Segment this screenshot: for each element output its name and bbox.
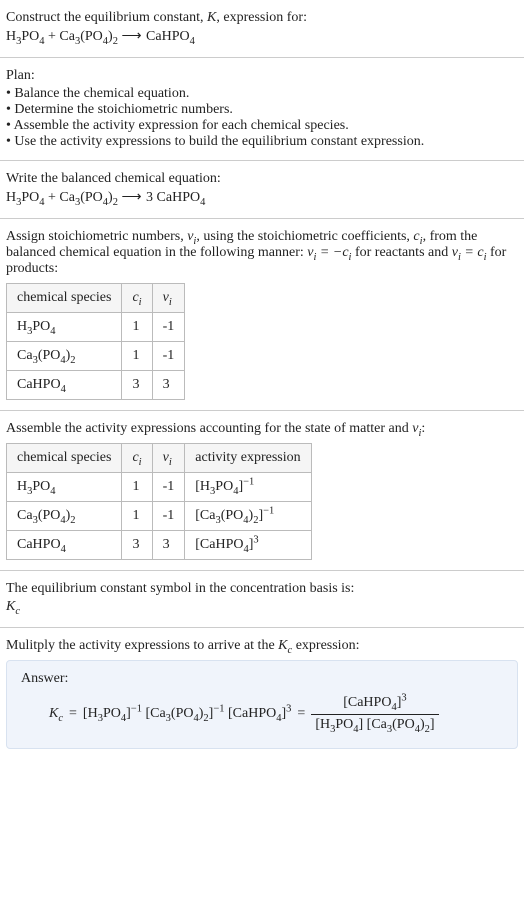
kc-equation: Kc = [H3PO4]−1 [Ca3(PO4)2]−1 [CaHPO4]3 =… bbox=[21, 695, 503, 734]
kc-symbol: Kc bbox=[6, 599, 518, 615]
assemble-text-a: Assemble the activity expressions accoun… bbox=[6, 421, 412, 436]
section-assemble: Assemble the activity expressions accoun… bbox=[0, 411, 524, 571]
assemble-text: Assemble the activity expressions accoun… bbox=[6, 421, 518, 437]
species-cell: Ca3(PO4)2 bbox=[7, 502, 122, 531]
section-assign: Assign stoichiometric numbers, νi, using… bbox=[0, 219, 524, 411]
kc: Kc bbox=[278, 638, 292, 653]
multiply-text-b: expression: bbox=[292, 638, 359, 653]
kc-left: Kc bbox=[49, 706, 63, 722]
species-cell: Ca3(PO4)2 bbox=[7, 342, 122, 371]
balanced-title: Write the balanced chemical equation: bbox=[6, 171, 518, 187]
col-activity: activity expression bbox=[185, 444, 311, 473]
kc-fraction: [CaHPO4]3 [H3PO4] [Ca3(PO4)2] bbox=[311, 695, 438, 734]
answer-label: Answer: bbox=[21, 671, 503, 687]
kc-symbol-text: The equilibrium constant symbol in the c… bbox=[6, 581, 518, 597]
kc-numerator: [CaHPO4]3 bbox=[339, 695, 410, 714]
vi-cell: -1 bbox=[152, 473, 185, 502]
ci-cell: 1 bbox=[122, 502, 152, 531]
multiply-text: Mulitply the activity expressions to arr… bbox=[6, 638, 518, 654]
col-vi: νi bbox=[152, 284, 185, 313]
kc-product: [H3PO4]−1 [Ca3(PO4)2]−1 [CaHPO4]3 bbox=[83, 706, 291, 722]
plan-title: Plan: bbox=[6, 68, 518, 84]
plan-item: Use the activity expressions to build th… bbox=[6, 134, 518, 150]
c-i: ci bbox=[413, 229, 422, 244]
vi-cell: -1 bbox=[152, 342, 185, 371]
header-text-a: Construct the equilibrium constant, bbox=[6, 10, 207, 25]
balanced-equation: H3PO4 + Ca3(PO4)2 ⟶ 3 CaHPO4 bbox=[6, 189, 518, 206]
vi-cell: -1 bbox=[152, 502, 185, 531]
ci-cell: 1 bbox=[122, 473, 152, 502]
table-row: Ca3(PO4)2 1 -1 [Ca3(PO4)2]−1 bbox=[7, 502, 312, 531]
assign-text-b: , using the stoichiometric coefficients, bbox=[196, 229, 413, 244]
assign-text-d: for reactants and bbox=[351, 245, 451, 260]
header-line: Construct the equilibrium constant, K, e… bbox=[6, 10, 518, 26]
table-header-row: chemical species ci νi activity expressi… bbox=[7, 444, 312, 473]
activity-cell: [CaHPO4]3 bbox=[185, 531, 311, 560]
table-row: H3PO4 1 -1 [H3PO4]−1 bbox=[7, 473, 312, 502]
nu-i: νi bbox=[187, 229, 196, 244]
stoich-table: chemical species ci νi H3PO4 1 -1 Ca3(PO… bbox=[6, 283, 185, 400]
species-cell: CaHPO4 bbox=[7, 531, 122, 560]
assemble-text-b: : bbox=[421, 421, 425, 436]
col-ci: ci bbox=[122, 444, 152, 473]
unbalanced-equation: H3PO4 + Ca3(PO4)2 ⟶ CaHPO4 bbox=[6, 28, 518, 45]
col-vi: νi bbox=[152, 444, 185, 473]
table-row: H3PO4 1 -1 bbox=[7, 313, 185, 342]
species-cell: CaHPO4 bbox=[7, 371, 122, 400]
equals: = bbox=[297, 706, 305, 722]
section-answer: Mulitply the activity expressions to arr… bbox=[0, 628, 524, 759]
assign-text-a: Assign stoichiometric numbers, bbox=[6, 229, 187, 244]
col-ci: ci bbox=[122, 284, 152, 313]
ci-cell: 3 bbox=[122, 371, 152, 400]
k-symbol: K bbox=[207, 10, 216, 25]
species-cell: H3PO4 bbox=[7, 473, 122, 502]
kc-denominator: [H3PO4] [Ca3(PO4)2] bbox=[311, 714, 438, 734]
vi-cell: 3 bbox=[152, 371, 185, 400]
ci-cell: 1 bbox=[122, 342, 152, 371]
section-plan: Plan: Balance the chemical equation. Det… bbox=[0, 58, 524, 161]
vi-cell: -1 bbox=[152, 313, 185, 342]
plan-item: Determine the stoichiometric numbers. bbox=[6, 102, 518, 118]
plan-list: Balance the chemical equation. Determine… bbox=[6, 86, 518, 150]
table-row: CaHPO4 3 3 bbox=[7, 371, 185, 400]
table-row: CaHPO4 3 3 [CaHPO4]3 bbox=[7, 531, 312, 560]
ci-cell: 3 bbox=[122, 531, 152, 560]
activity-table: chemical species ci νi activity expressi… bbox=[6, 443, 312, 560]
answer-box: Answer: Kc = [H3PO4]−1 [Ca3(PO4)2]−1 [Ca… bbox=[6, 660, 518, 749]
multiply-text-a: Mulitply the activity expressions to arr… bbox=[6, 638, 278, 653]
section-kc-symbol: The equilibrium constant symbol in the c… bbox=[0, 571, 524, 628]
plan-item: Balance the chemical equation. bbox=[6, 86, 518, 102]
section-balanced: Write the balanced chemical equation: H3… bbox=[0, 161, 524, 219]
col-species: chemical species bbox=[7, 284, 122, 313]
vi-cell: 3 bbox=[152, 531, 185, 560]
col-species: chemical species bbox=[7, 444, 122, 473]
nu-eq-neg: νi = −ci bbox=[307, 245, 351, 260]
activity-cell: [Ca3(PO4)2]−1 bbox=[185, 502, 311, 531]
section-header: Construct the equilibrium constant, K, e… bbox=[0, 0, 524, 58]
table-header-row: chemical species ci νi bbox=[7, 284, 185, 313]
equals: = bbox=[69, 706, 77, 722]
species-cell: H3PO4 bbox=[7, 313, 122, 342]
ci-cell: 1 bbox=[122, 313, 152, 342]
assign-text: Assign stoichiometric numbers, νi, using… bbox=[6, 229, 518, 277]
plan-item: Assemble the activity expression for eac… bbox=[6, 118, 518, 134]
activity-cell: [H3PO4]−1 bbox=[185, 473, 311, 502]
table-row: Ca3(PO4)2 1 -1 bbox=[7, 342, 185, 371]
nu-eq-pos: νi = ci bbox=[452, 245, 487, 260]
header-text-b: , expression for: bbox=[216, 10, 307, 25]
